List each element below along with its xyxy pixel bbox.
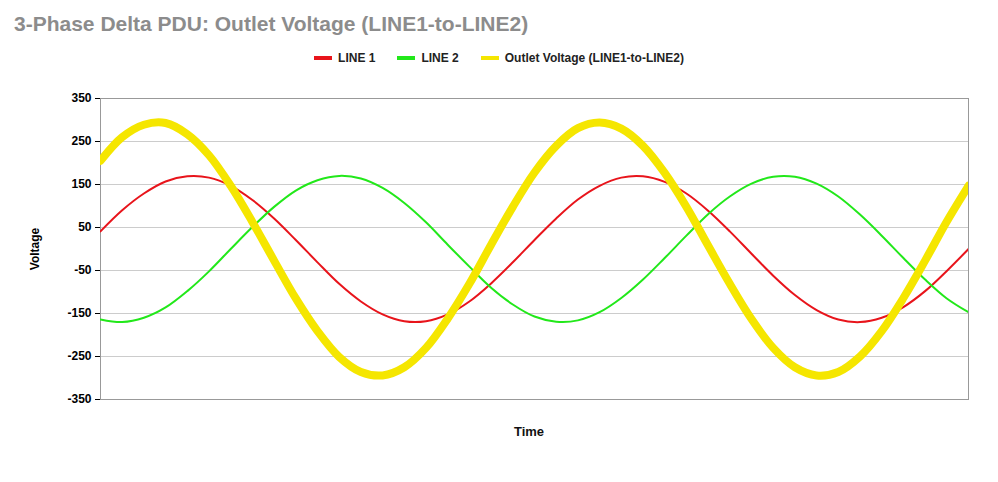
svg-text:250: 250 [71, 134, 91, 148]
svg-text:50: 50 [78, 220, 92, 234]
svg-text:Voltage: Voltage [28, 227, 42, 270]
html-text:LINE 2: LINE 2 [421, 51, 459, 65]
html-text:Time: Time [513, 424, 544, 439]
svg-text:150: 150 [71, 177, 91, 191]
html-text:Outlet Voltage (LINE1-to-LINE2: Outlet Voltage (LINE1-to-LINE2) [504, 51, 684, 65]
svg-text:-250: -250 [67, 349, 91, 363]
html-text:3-Phase Delta PDU: Outlet Volt: 3-Phase Delta PDU: Outlet Voltage (LINE1… [14, 12, 529, 35]
html-text:LINE 1: LINE 1 [338, 51, 376, 65]
svg-text:350: 350 [71, 91, 91, 105]
svg-text:-350: -350 [67, 392, 91, 406]
svg-text:-150: -150 [67, 306, 91, 320]
svg-text:-50: -50 [74, 263, 92, 277]
